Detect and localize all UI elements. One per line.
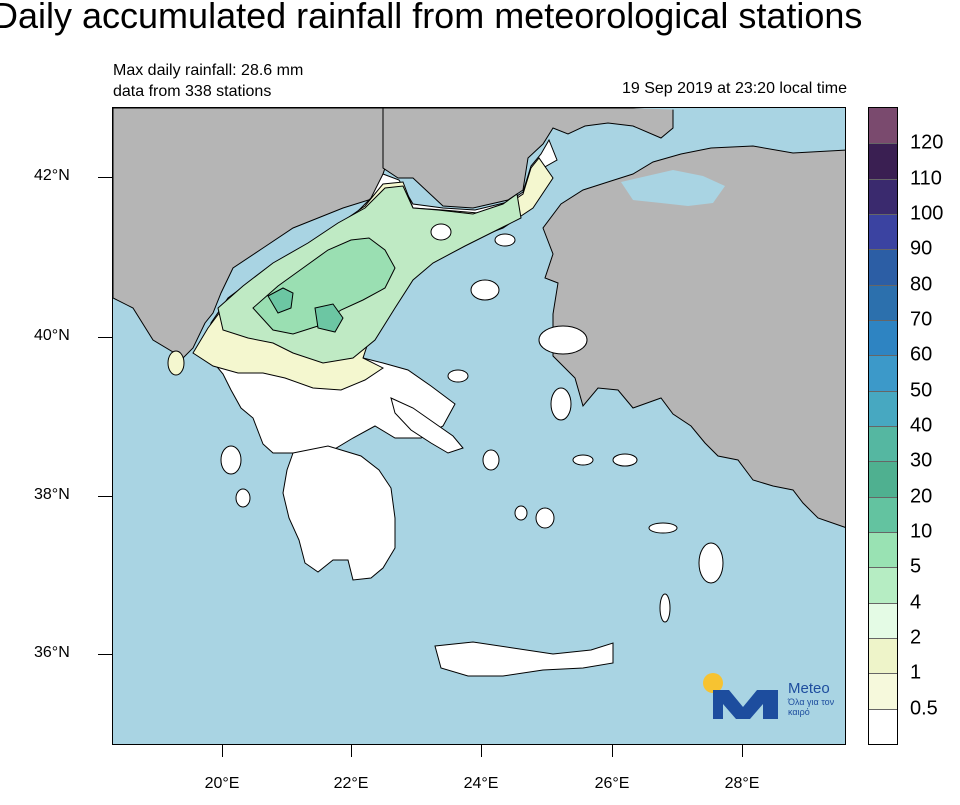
heavier-rain-area: [252, 237, 396, 335]
logo-m-icon: [713, 690, 778, 719]
lat-label-40: 40°N: [34, 327, 70, 344]
lat-label-42: 42°N: [34, 167, 70, 184]
lon-label-22: 22°E: [333, 775, 369, 792]
legend-swatch: [869, 355, 897, 391]
legend-label: 2: [910, 626, 922, 649]
marmara-sea: [621, 170, 725, 206]
crete: [434, 641, 614, 677]
lat-label-36: 36°N: [34, 644, 70, 661]
legend-swatch: [869, 638, 897, 674]
ikaria: [572, 454, 594, 466]
peloponnese: [282, 445, 396, 581]
paros: [514, 505, 528, 521]
legend-label: 120: [910, 131, 944, 154]
corfu: [167, 350, 185, 376]
legend-label: 5: [910, 555, 922, 578]
legend-label: 40: [910, 414, 933, 437]
legend-label: 80: [910, 273, 933, 296]
map-svg: [113, 108, 845, 677]
andros: [482, 449, 500, 471]
samos: [612, 453, 638, 467]
meteo-logo: [703, 673, 778, 719]
logo-tagline: Όλα για τον καιρό: [788, 697, 835, 717]
karpathos: [659, 593, 671, 623]
black-sea: [633, 108, 845, 138]
lon-label-24: 24°E: [463, 775, 499, 792]
legend-label: 70: [910, 308, 933, 331]
naxos: [535, 507, 555, 529]
legend-label: 0.5: [910, 697, 938, 720]
legend-swatch: [869, 320, 897, 356]
lon-tick-20: [222, 745, 223, 757]
chios: [550, 387, 572, 421]
legend-swatch: [869, 461, 897, 497]
turkey-land: [542, 145, 845, 528]
max-rain-area-east: [314, 303, 344, 333]
lesvos: [538, 325, 588, 355]
legend-label: 4: [910, 591, 922, 614]
station-count-label: data from 338 stations: [113, 83, 272, 100]
lon-label-20: 20°E: [204, 775, 240, 792]
legend-label: 60: [910, 343, 933, 366]
lat-tick-36: [98, 654, 112, 655]
lon-tick-24: [481, 745, 482, 757]
legend-swatch: [869, 426, 897, 462]
skyros: [447, 369, 469, 383]
legend-swatch: [869, 496, 897, 532]
legend-swatch: [869, 178, 897, 214]
legend-label: 20: [910, 485, 933, 508]
legend-swatch: [869, 214, 897, 250]
lon-label-26: 26°E: [594, 775, 630, 792]
euboea: [390, 397, 464, 454]
legend-label: 1: [910, 661, 922, 684]
timestamp-label: 19 Sep 2019 at 23:20 local time: [621, 80, 847, 97]
thasos: [430, 223, 452, 241]
kos: [648, 522, 678, 534]
legend-label: 10: [910, 520, 933, 543]
bulgaria-land: [382, 108, 674, 209]
lon-tick-26: [612, 745, 613, 757]
legend-swatch: [869, 390, 897, 426]
kefalonia: [220, 445, 242, 475]
color-legend: [868, 107, 898, 745]
legend-swatch: [869, 673, 897, 709]
lat-tick-42: [98, 177, 112, 178]
lemnos: [470, 279, 500, 301]
legend-label: 50: [910, 379, 933, 402]
lon-tick-22: [351, 745, 352, 757]
legend-label: 30: [910, 449, 933, 472]
legend-label: 100: [910, 202, 944, 225]
legend-label: 110: [910, 167, 942, 190]
rainfall-map: [112, 107, 846, 745]
chart-title: Daily accumulated rainfall from meteorol…: [0, 0, 863, 36]
samothraki: [494, 233, 516, 247]
legend-swatch: [869, 602, 897, 638]
legend-swatch: [869, 108, 897, 144]
max-rainfall-label: Max daily rainfall: 28.6 mm: [113, 62, 304, 79]
lon-label-28: 28°E: [724, 775, 760, 792]
logo-sun-icon: [703, 673, 723, 693]
rhodes: [698, 542, 724, 584]
lat-tick-38: [98, 496, 112, 497]
legend-label: 90: [910, 237, 933, 260]
lat-label-38: 38°N: [34, 486, 70, 503]
lat-tick-40: [98, 337, 112, 338]
legend-swatch: [869, 708, 897, 744]
max-rain-area: [267, 287, 294, 314]
logo-brand: Meteo: [788, 680, 830, 697]
legend-swatch: [869, 532, 897, 568]
legend-swatch: [869, 143, 897, 179]
legend-swatch: [869, 249, 897, 285]
zakynthos: [235, 488, 251, 508]
lon-tick-28: [742, 745, 743, 757]
legend-swatch: [869, 284, 897, 320]
legend-swatch: [869, 567, 897, 603]
